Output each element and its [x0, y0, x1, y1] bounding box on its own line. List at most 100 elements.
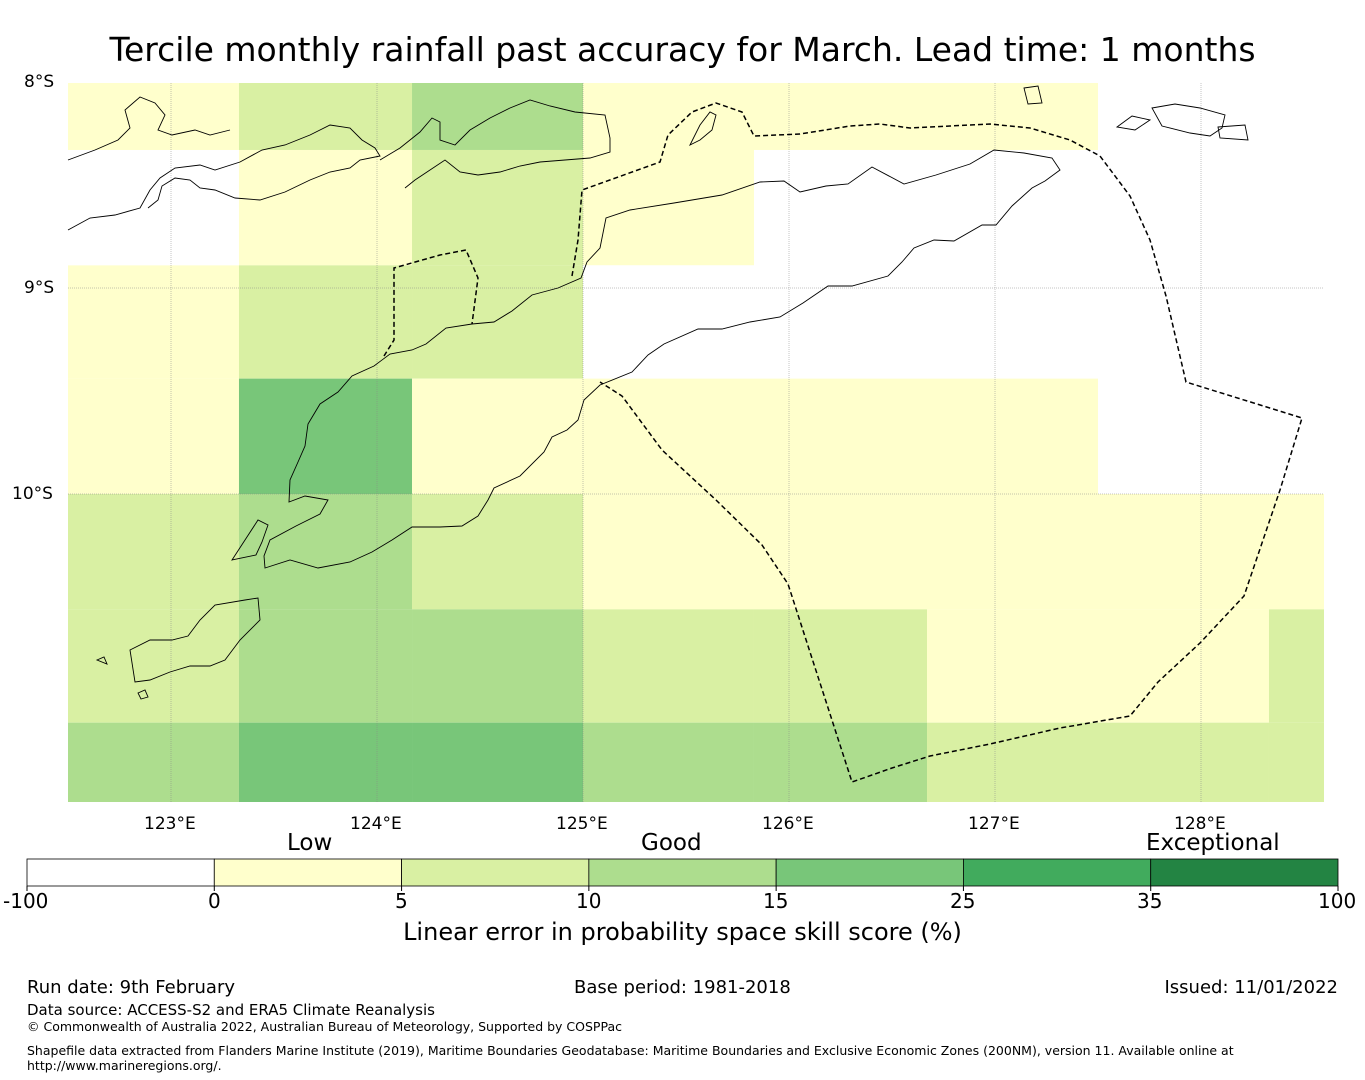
graticule — [68, 83, 1324, 802]
skill-cell — [927, 265, 1098, 379]
lat-label-9s: 9°S — [24, 278, 55, 298]
colorbar-category-exceptional: Exceptional — [1146, 830, 1280, 856]
skill-cell — [927, 378, 1098, 494]
skill-cell — [1098, 83, 1269, 150]
issued-date: Issued: 11/01/2022 — [1164, 977, 1338, 998]
skill-cell — [1268, 609, 1324, 723]
skill-cell — [238, 149, 413, 266]
wetar-coastline — [1151, 103, 1226, 137]
timor-coastline — [263, 149, 1061, 569]
skill-cell — [753, 378, 928, 494]
skill-cell — [583, 265, 754, 379]
colorbar-tick: -100 — [3, 889, 49, 913]
skill-cell — [753, 265, 928, 379]
skill-cell — [753, 83, 928, 150]
chart-title: Tercile monthly rainfall past accuracy f… — [109, 30, 1256, 69]
skill-cell — [238, 494, 413, 610]
colorbar-tick: 35 — [1137, 889, 1163, 913]
skill-cell — [927, 83, 1098, 150]
skill-cell — [238, 722, 413, 802]
skill-cell — [412, 265, 583, 379]
skill-cell — [1268, 494, 1324, 610]
alor-coastline — [379, 99, 611, 189]
skill-cell — [412, 83, 583, 150]
flores-north-coastline — [67, 96, 231, 161]
small-island-coastline — [1115, 115, 1152, 131]
colorbar-tick: 100 — [1318, 889, 1357, 913]
skill-cell — [927, 722, 1098, 802]
skill-cell — [583, 149, 754, 266]
skill-cell — [927, 609, 1098, 723]
eez-boundary-line — [383, 249, 479, 357]
skill-cell — [68, 378, 239, 494]
skill-cell — [1268, 265, 1324, 379]
raijua-coastline — [95, 656, 108, 665]
skill-cell — [412, 722, 583, 802]
skill-cell — [412, 149, 583, 266]
lon-label-127e: 127°E — [968, 814, 1020, 834]
colorbar-tick: 25 — [950, 889, 976, 913]
sawu-coastline — [129, 597, 261, 683]
colorbar-segment — [775, 858, 964, 887]
skill-cell — [583, 83, 754, 150]
skill-cell — [583, 609, 754, 723]
skill-cell — [68, 83, 239, 150]
skill-cell — [1098, 265, 1269, 379]
skill-cell — [1098, 378, 1269, 494]
skill-cell — [1098, 494, 1269, 610]
eez-boundary-line-2 — [571, 102, 1303, 783]
dana-coastline — [137, 689, 149, 700]
skill-cell — [238, 83, 413, 150]
colorbar-category-low: Low — [287, 830, 333, 856]
colorbar-tick: 10 — [576, 889, 602, 913]
colorbar-segment — [588, 858, 777, 887]
skill-cell — [238, 265, 413, 379]
skill-cell — [1268, 149, 1324, 266]
skill-cell — [927, 149, 1098, 266]
skill-cell — [238, 378, 413, 494]
skill-cell — [68, 722, 239, 802]
colorbar-segment — [963, 858, 1152, 887]
colorbar-segment — [401, 858, 590, 887]
data-source: Data source: ACCESS-S2 and ERA5 Climate … — [27, 1001, 435, 1019]
eez-boundary — [383, 102, 1303, 783]
skill-cell — [753, 494, 928, 610]
run-date: Run date: 9th February — [27, 977, 236, 998]
skill-cell — [583, 722, 754, 802]
skill-cell — [68, 149, 239, 266]
skill-grid — [68, 83, 1324, 802]
roti-coastline — [231, 519, 269, 561]
skill-cell — [412, 494, 583, 610]
skill-cell — [583, 378, 754, 494]
colorbar-segment — [26, 858, 215, 887]
skill-cell — [1098, 722, 1269, 802]
colorbar-category-good: Good — [641, 830, 702, 856]
skill-cell — [1098, 609, 1269, 723]
skill-cell — [68, 265, 239, 379]
skill-cell — [68, 609, 239, 723]
skill-cell — [412, 378, 583, 494]
colorbar — [26, 858, 1339, 891]
colorbar-tick: 5 — [395, 889, 408, 913]
colorbar-tick: 0 — [208, 889, 221, 913]
skill-cell — [927, 494, 1098, 610]
lon-label-126e: 126°E — [762, 814, 814, 834]
skill-cell — [238, 609, 413, 723]
lon-label-128e: 128°E — [1174, 814, 1226, 834]
wetar-east-coastline — [1217, 124, 1249, 141]
small-island-north-coastline — [1023, 85, 1043, 105]
skill-cell — [1268, 722, 1324, 802]
skill-cell — [1268, 83, 1324, 150]
colorbar-axis-label: Linear error in probability space skill … — [403, 918, 962, 946]
skill-cell — [1098, 149, 1269, 266]
colorbar-segment — [1150, 858, 1339, 887]
lat-label-8s: 8°S — [24, 72, 55, 92]
shapefile-citation: Shapefile data extracted from Flanders M… — [27, 1043, 1234, 1058]
skill-cell — [753, 722, 928, 802]
base-period: Base period: 1981-2018 — [574, 977, 791, 998]
flores-east-coastline — [67, 124, 381, 231]
lon-label-124e: 124°E — [350, 814, 402, 834]
skill-cell — [68, 494, 239, 610]
lon-label-123e: 123°E — [144, 814, 196, 834]
